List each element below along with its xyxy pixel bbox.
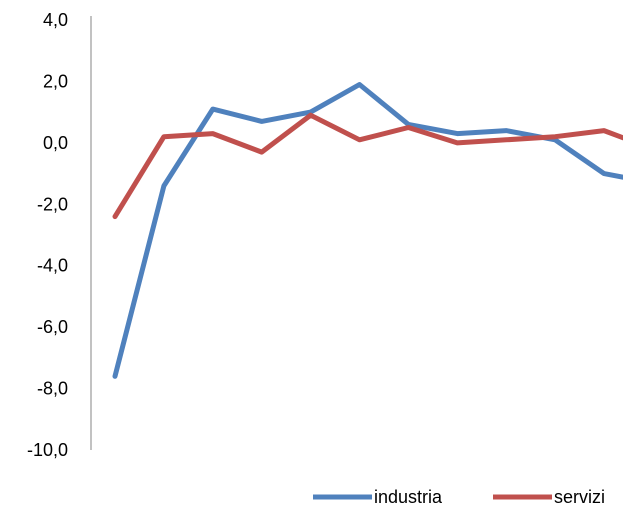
- legend-item-industria: industria: [313, 487, 443, 507]
- series-line-industria: [112, 82, 623, 379]
- legend-item-servizi: servizi: [493, 487, 605, 507]
- y-tick-label: -2,0: [37, 194, 68, 214]
- y-tick-label: -4,0: [37, 256, 68, 276]
- y-tick-label: 0,0: [43, 133, 68, 153]
- plot-area: [112, 82, 623, 379]
- series-line-servizi: [112, 112, 623, 220]
- y-axis-tick-labels: 4,0 2,0 0,0 -2,0 -4,0 -6,0 -8,0 -10,0: [27, 10, 68, 460]
- y-tick-label: -10,0: [27, 440, 68, 460]
- y-tick-label: 2,0: [43, 71, 68, 91]
- y-tick-label: -8,0: [37, 379, 68, 399]
- legend-label-industria: industria: [374, 487, 443, 507]
- legend-label-servizi: servizi: [554, 487, 605, 507]
- y-tick-label: 4,0: [43, 10, 68, 30]
- legend: industria servizi: [313, 487, 605, 507]
- y-tick-label: -6,0: [37, 317, 68, 337]
